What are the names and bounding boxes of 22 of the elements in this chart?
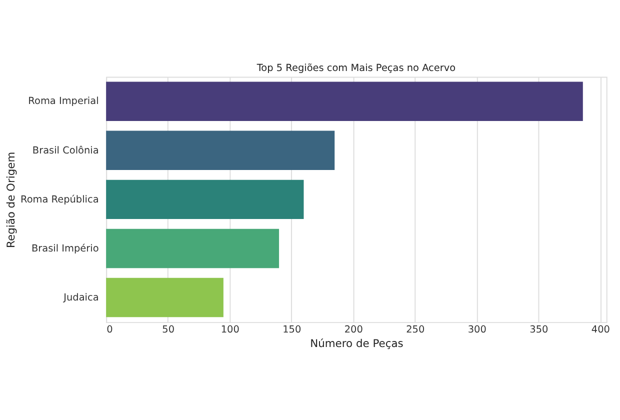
x-tick-label: 200 — [344, 324, 363, 336]
bar — [106, 180, 304, 220]
y-tick-label: Brasil Colônia — [32, 145, 99, 156]
x-tick-label: 100 — [220, 324, 240, 336]
x-tick-label: 250 — [406, 324, 425, 336]
bar — [106, 278, 224, 318]
bar — [106, 82, 583, 121]
y-tick-label: Brasil Império — [31, 243, 99, 254]
y-tick-label: Judaica — [62, 292, 99, 304]
x-tick-label: 400 — [591, 324, 610, 336]
y-axis-title: Região de Origem — [4, 152, 18, 248]
x-axis-title: Número de Peças — [310, 336, 404, 350]
bar — [106, 228, 280, 268]
y-tick-label: Roma Imperial — [28, 96, 99, 108]
chart-title: Top 5 Regiões com Mais Peças no Acervo — [256, 62, 456, 74]
x-tick-label: 0 — [106, 324, 113, 336]
x-tick-label: 150 — [282, 324, 302, 336]
x-tick-label: 350 — [530, 324, 548, 336]
x-tick-label: 50 — [162, 324, 175, 336]
y-tick-label: Roma República — [20, 194, 99, 206]
x-tick-label: 300 — [468, 324, 486, 336]
bar — [106, 130, 335, 170]
